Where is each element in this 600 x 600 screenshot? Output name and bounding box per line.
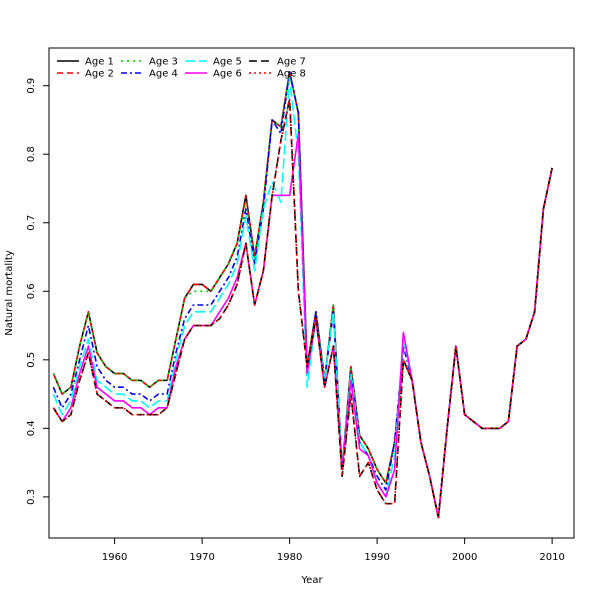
- x-tick-label-1970: 1970: [189, 552, 214, 563]
- legend-label-age-2: Age 2: [85, 69, 114, 80]
- plot-frame: [48, 47, 575, 539]
- y-tick-label-0.5: 0.5: [26, 352, 37, 368]
- y-axis-label: Natural mortality: [4, 250, 15, 336]
- x-tick-label-2010: 2010: [539, 552, 564, 563]
- series-line-age-8: [52, 98, 553, 519]
- x-tick-label-1960: 1960: [102, 552, 127, 563]
- y-tick-label-0.9: 0.9: [26, 78, 37, 94]
- y-tick-label-0.3: 0.3: [26, 489, 37, 505]
- y-tick-label-0.7: 0.7: [26, 215, 37, 231]
- x-axis: 1960 1970 1980 1990 2000 2010: [102, 538, 565, 563]
- legend-label-age-3: Age 3: [149, 57, 178, 68]
- x-tick-label-1990: 1990: [364, 552, 389, 563]
- legend-label-age-7: Age 7: [277, 57, 306, 68]
- y-tick-label-0.6: 0.6: [26, 283, 37, 299]
- x-axis-label: Year: [300, 575, 323, 586]
- x-tick-label-2000: 2000: [452, 552, 477, 563]
- x-tick-label-1980: 1980: [277, 552, 302, 563]
- legend-label-age-5: Age 5: [213, 57, 242, 68]
- legend-label-age-4: Age 4: [149, 69, 178, 80]
- legend-label-age-8: Age 8: [277, 69, 306, 80]
- series-line-age-6: [52, 132, 553, 519]
- y-tick-label-0.8: 0.8: [26, 146, 37, 162]
- y-tick-label-0.4: 0.4: [26, 420, 37, 436]
- series-layer: [52, 71, 553, 519]
- y-axis: 0.3 0.4 0.5 0.6 0.7 0.8 0.9: [26, 78, 49, 505]
- legend-label-age-1: Age 1: [85, 57, 114, 68]
- legend-label-age-6: Age 6: [213, 69, 242, 80]
